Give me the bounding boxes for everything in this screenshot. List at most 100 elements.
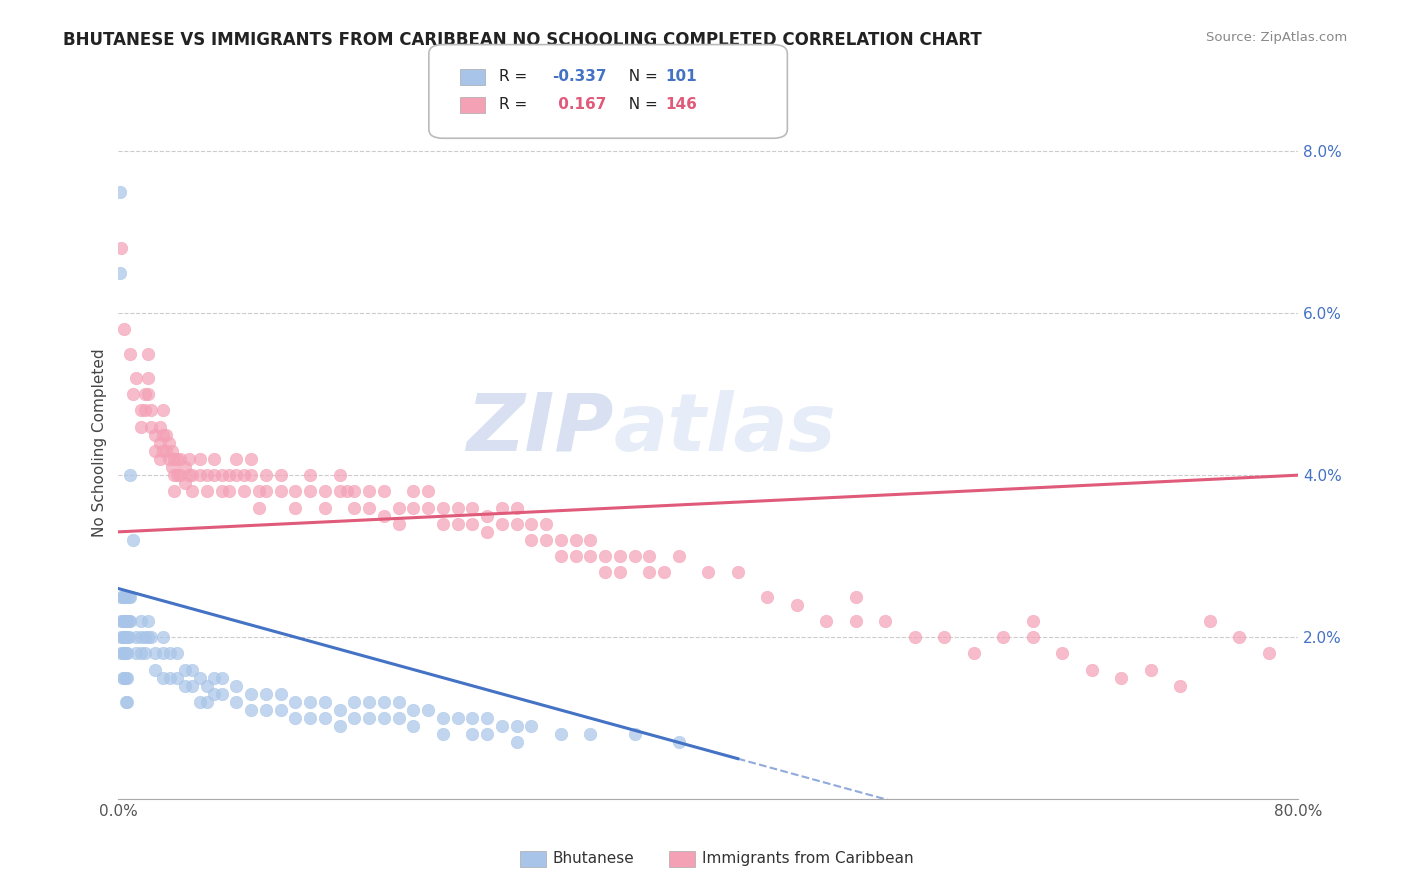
Point <box>188 452 211 467</box>
Point <box>112 590 135 604</box>
Point <box>202 468 225 483</box>
Point <box>402 719 425 733</box>
Y-axis label: No Schooling Completed: No Schooling Completed <box>93 349 107 537</box>
Point <box>136 614 159 628</box>
Point <box>387 711 409 725</box>
Point <box>387 695 409 709</box>
Point <box>114 695 136 709</box>
Point <box>284 711 307 725</box>
Point <box>638 566 661 580</box>
Point <box>697 566 720 580</box>
Point <box>550 533 572 547</box>
Point <box>314 711 336 725</box>
Point <box>181 484 204 499</box>
Point <box>152 671 174 685</box>
Point <box>110 614 132 628</box>
Point <box>1021 614 1043 628</box>
Point <box>114 614 136 628</box>
Text: 0.167: 0.167 <box>553 97 606 112</box>
Point <box>786 598 808 612</box>
Point <box>904 630 927 644</box>
Point <box>188 695 211 709</box>
Point <box>491 719 513 733</box>
Point <box>179 452 201 467</box>
Point <box>270 468 292 483</box>
Point <box>314 500 336 515</box>
Point <box>225 679 247 693</box>
Point <box>129 646 152 660</box>
Point <box>111 590 134 604</box>
Point <box>169 468 191 483</box>
Point <box>111 646 134 660</box>
Point <box>173 663 195 677</box>
Point <box>114 630 136 644</box>
Point <box>240 452 263 467</box>
Point <box>432 500 454 515</box>
Point <box>359 500 381 515</box>
Point <box>211 468 233 483</box>
Point <box>225 695 247 709</box>
Point <box>117 630 139 644</box>
Point <box>120 346 142 360</box>
Text: -0.337: -0.337 <box>553 69 607 84</box>
Point <box>112 614 135 628</box>
Point <box>136 346 159 360</box>
Point <box>432 711 454 725</box>
Point <box>329 703 352 717</box>
Point <box>134 646 156 660</box>
Point <box>343 484 366 499</box>
Point <box>623 727 645 741</box>
Point <box>845 614 868 628</box>
Point <box>114 646 136 660</box>
Point <box>117 646 139 660</box>
Point <box>114 590 136 604</box>
Point <box>240 468 263 483</box>
Point <box>120 614 142 628</box>
Point <box>157 452 180 467</box>
Point <box>579 533 602 547</box>
Point <box>173 476 195 491</box>
Point <box>373 508 395 523</box>
Point <box>593 549 616 563</box>
Text: R =: R = <box>499 97 533 112</box>
Point <box>143 427 166 442</box>
Point <box>550 727 572 741</box>
Point <box>149 419 172 434</box>
Point <box>136 387 159 401</box>
Point <box>159 646 181 660</box>
Point <box>136 630 159 644</box>
Point <box>416 484 439 499</box>
Point <box>343 500 366 515</box>
Point <box>139 419 162 434</box>
Point <box>461 500 484 515</box>
Point <box>638 549 661 563</box>
Text: N =: N = <box>619 97 662 112</box>
Point <box>491 516 513 531</box>
Point <box>550 549 572 563</box>
Point <box>166 468 188 483</box>
Point <box>218 468 240 483</box>
Point <box>122 533 145 547</box>
Point <box>329 468 352 483</box>
Point <box>247 500 270 515</box>
Point <box>520 719 543 733</box>
Point <box>218 484 240 499</box>
Point <box>284 500 307 515</box>
Point <box>336 484 359 499</box>
Point <box>152 427 174 442</box>
Point <box>188 468 211 483</box>
Point <box>579 727 602 741</box>
Point <box>169 452 191 467</box>
Point <box>1139 663 1161 677</box>
Point <box>416 500 439 515</box>
Point <box>179 468 201 483</box>
Text: Source: ZipAtlas.com: Source: ZipAtlas.com <box>1206 31 1347 45</box>
Point <box>163 484 186 499</box>
Point <box>181 679 204 693</box>
Point <box>432 727 454 741</box>
Point <box>1257 646 1279 660</box>
Point <box>240 703 263 717</box>
Point <box>108 185 131 199</box>
Point <box>225 468 247 483</box>
Point <box>110 646 132 660</box>
